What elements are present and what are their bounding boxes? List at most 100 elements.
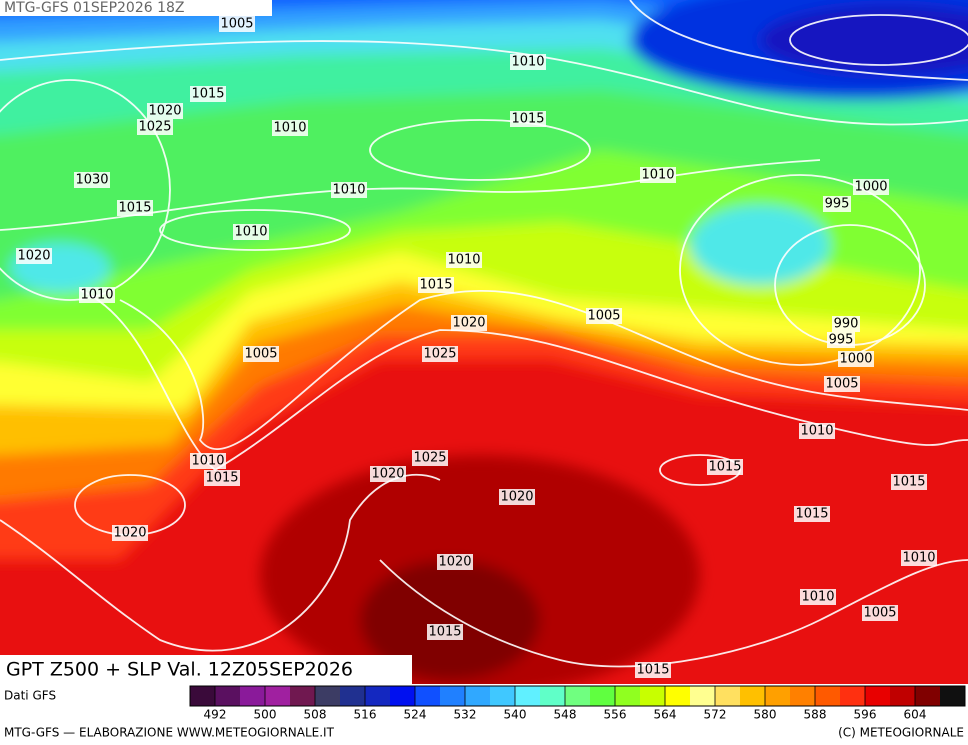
isobar-label: 1010 [801, 590, 834, 605]
label-box [800, 589, 836, 605]
label-box [640, 167, 676, 183]
isobar-label: 1030 [75, 173, 108, 188]
isobar-label: 1000 [854, 180, 887, 195]
color-swatch [265, 686, 291, 706]
label-box [510, 111, 546, 127]
tick-label: 564 [654, 708, 677, 722]
label-box [901, 550, 937, 566]
title-box [0, 655, 412, 684]
label-box [233, 224, 269, 240]
tick-label: 580 [754, 708, 777, 722]
isobar-label: 1020 [452, 316, 485, 331]
isobar-label: 1015 [636, 663, 669, 678]
isobar-label: 1010 [511, 55, 544, 70]
isobar-label: 1010 [800, 424, 833, 439]
color-swatch [865, 686, 891, 706]
isobar-label: 1020 [17, 249, 50, 264]
label-box [137, 119, 173, 135]
color-swatch [440, 686, 466, 706]
color-swatch [815, 686, 841, 706]
color-swatch [715, 686, 741, 706]
label-box [824, 376, 860, 392]
header: MTG-GFS 01SEP2026 18Z [4, 0, 185, 16]
color-swatch [640, 686, 666, 706]
color-swatch [190, 686, 216, 706]
tick-label: 572 [704, 708, 727, 722]
label-box [794, 506, 830, 522]
isobar-label: 995 [825, 197, 850, 212]
label-box [707, 459, 743, 475]
isobar-label: 1010 [332, 183, 365, 198]
tick-label: 516 [354, 708, 377, 722]
low-area [690, 205, 830, 285]
isobar-label: 995 [829, 333, 854, 348]
tick-label: 556 [604, 708, 627, 722]
tick-label: 500 [254, 708, 277, 722]
label-box [422, 346, 458, 362]
color-swatch [915, 686, 941, 706]
label-box [510, 54, 546, 70]
label-box [190, 453, 226, 469]
dark-red-core [360, 560, 540, 680]
isobar-label: 1005 [587, 309, 620, 324]
source: Dati GFS [4, 689, 56, 703]
color-swatch [565, 686, 591, 706]
label-box [331, 182, 367, 198]
label-box [446, 252, 482, 268]
label-box [823, 196, 851, 212]
isobar-label: 1020 [148, 104, 181, 119]
color-swatch [590, 686, 616, 706]
tick-label: 548 [554, 708, 577, 722]
isobar-label: 1015 [205, 471, 238, 486]
isobar-label: 1020 [500, 490, 533, 505]
isobar-label: 1005 [825, 377, 858, 392]
label-box [418, 277, 454, 293]
isobar-label: 1000 [839, 352, 872, 367]
label-box [147, 103, 183, 119]
tick-label: 532 [454, 708, 477, 722]
label-box [635, 662, 671, 678]
label-box [16, 248, 52, 264]
color-swatch [765, 686, 791, 706]
color-swatch [465, 686, 491, 706]
label-box [451, 315, 487, 331]
color-swatch [390, 686, 416, 706]
footer-right: (C) METEOGIORNALE [838, 726, 964, 740]
isobar-label: 1015 [118, 201, 151, 216]
color-swatch [365, 686, 391, 706]
label-box [586, 308, 622, 324]
color-swatch [665, 686, 691, 706]
label-box [832, 316, 860, 332]
isobar-label: 1015 [428, 625, 461, 640]
isobar-label: 1005 [863, 606, 896, 621]
label-box [827, 332, 855, 348]
label-box [243, 346, 279, 362]
color-swatch [215, 686, 241, 706]
label-box [190, 86, 226, 102]
tick-label: 596 [854, 708, 877, 722]
tick-label: 540 [504, 708, 527, 722]
header-box [0, 0, 272, 16]
label-box [204, 470, 240, 486]
isobar-label: 1025 [138, 120, 171, 135]
isobar-label: 1015 [191, 87, 224, 102]
color-swatch [690, 686, 716, 706]
colorbar-frame [189, 685, 966, 707]
isobar-label: 1015 [892, 475, 925, 490]
color-swatch [290, 686, 316, 706]
color-swatch [315, 686, 341, 706]
color-swatch [840, 686, 866, 706]
isobar-label: 1015 [419, 278, 452, 293]
label-box [437, 554, 473, 570]
tick-label: 604 [904, 708, 927, 722]
label-box [370, 466, 406, 482]
tick-label: 524 [404, 708, 427, 722]
color-swatch [615, 686, 641, 706]
isobar-label: 1010 [447, 253, 480, 268]
color-swatch [940, 686, 966, 706]
isobar-label: 1010 [191, 454, 224, 469]
isobar-label: 1015 [795, 507, 828, 522]
tick-label: 508 [304, 708, 327, 722]
